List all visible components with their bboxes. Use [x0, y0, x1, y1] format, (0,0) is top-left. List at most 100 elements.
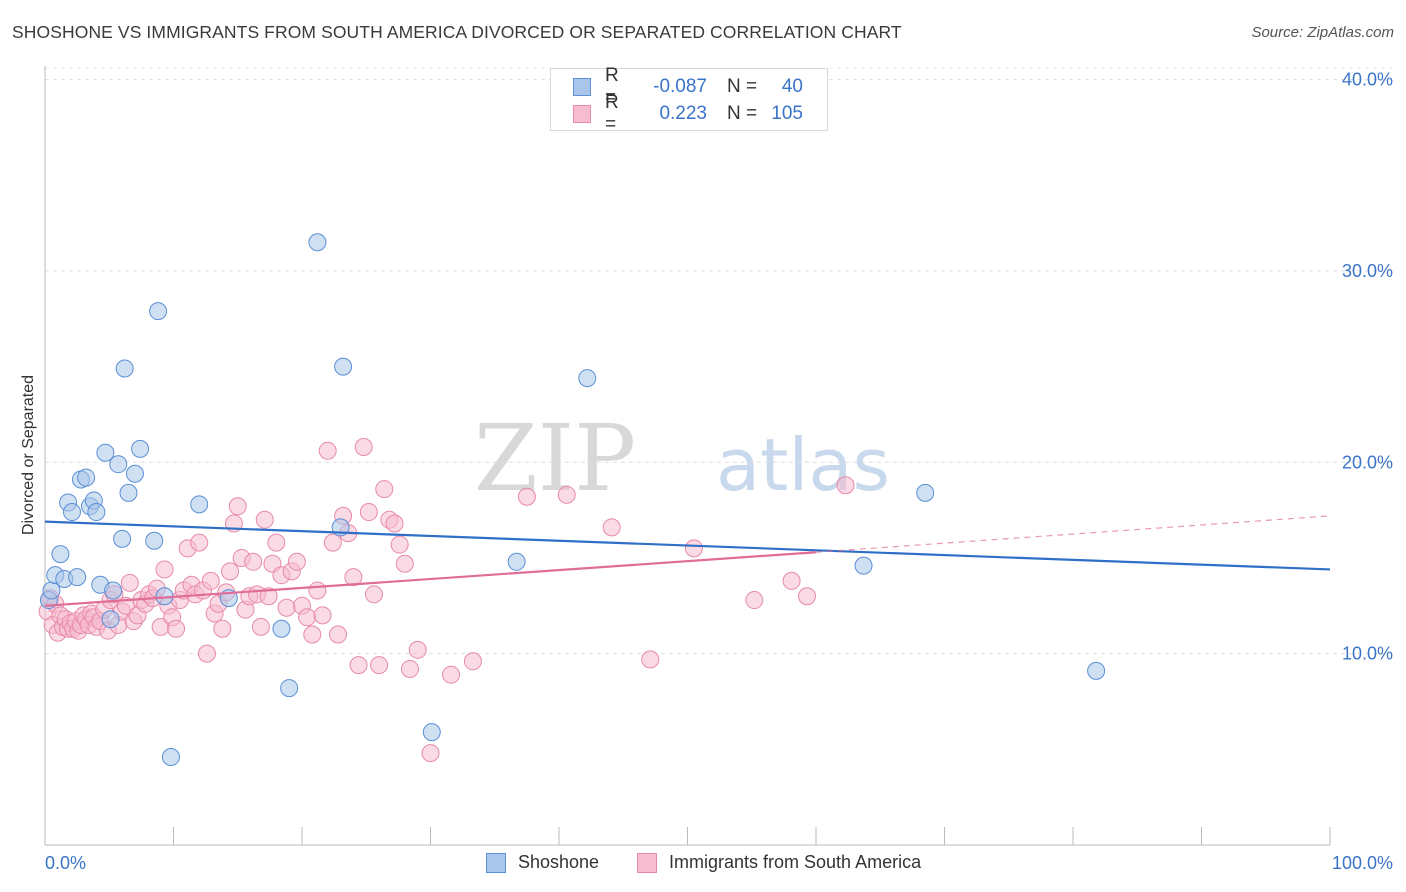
data-point [390, 535, 409, 554]
data-point [328, 625, 347, 644]
data-point [272, 619, 291, 638]
data-point [602, 518, 621, 537]
data-point [364, 585, 383, 604]
series-label-shoshone: Shoshone [518, 852, 600, 872]
data-point [385, 514, 404, 533]
data-point [517, 487, 536, 506]
data-point [201, 571, 220, 590]
data-point [323, 533, 342, 552]
legend-swatch-immigrants [573, 105, 591, 123]
data-point [277, 598, 296, 617]
watermark-zip: ZIP [474, 405, 636, 512]
series-swatch-immigrants [637, 852, 657, 873]
series-legend-immigrants: Immigrants from South America [637, 852, 921, 873]
data-point [395, 554, 414, 573]
series-shoshone [39, 233, 1106, 766]
data-point [318, 441, 337, 460]
data-point [313, 606, 332, 625]
data-point [400, 659, 419, 678]
legend-n-value: 105 [771, 103, 803, 124]
data-point [77, 468, 96, 487]
data-point [349, 656, 368, 675]
data-point [104, 581, 123, 600]
trend-line-immigrants [44, 551, 817, 607]
data-point [125, 464, 144, 483]
data-point [131, 439, 150, 458]
legend-r-value: -0.087 [653, 76, 707, 97]
data-point [101, 610, 120, 629]
data-point [408, 640, 427, 659]
data-point [161, 747, 180, 766]
legend-row-immigrants: R = 0.223 N = 105 [573, 92, 803, 135]
legend-r-label: R = [605, 92, 619, 135]
data-point [916, 483, 935, 502]
data-point [167, 619, 186, 638]
data-point [213, 619, 232, 638]
series-legend-shoshone: Shoshone [486, 852, 599, 873]
x-tick-label: 0.0% [45, 853, 86, 873]
data-point [557, 485, 576, 504]
data-point [442, 665, 461, 684]
data-point [149, 302, 168, 321]
data-point [308, 233, 327, 252]
series-legend: Shoshone Immigrants from South America [0, 852, 1406, 878]
data-point [684, 539, 703, 558]
legend-n-label: N = [727, 76, 758, 97]
legend-r-value: 0.223 [659, 103, 707, 124]
data-point [370, 656, 389, 675]
data-point [308, 581, 327, 600]
data-point [113, 529, 132, 548]
data-point [115, 359, 134, 378]
data-point [145, 531, 164, 550]
y-tick-label: 40.0% [1342, 70, 1393, 90]
data-point [280, 679, 299, 698]
data-point [854, 556, 873, 575]
data-point [221, 562, 240, 581]
data-point [197, 644, 216, 663]
axes [44, 66, 1331, 846]
data-point [298, 608, 317, 627]
data-point [109, 455, 128, 474]
data-point [745, 591, 764, 610]
data-point [578, 369, 597, 388]
data-point [334, 357, 353, 376]
data-point [255, 510, 274, 529]
data-point [119, 483, 138, 502]
data-point [190, 495, 209, 514]
data-point [798, 587, 817, 606]
data-point [421, 744, 440, 763]
data-points [38, 233, 1106, 766]
data-point [62, 503, 81, 522]
trend-line-shoshone [44, 520, 1331, 571]
data-point [190, 533, 209, 552]
legend-r-label: R = [605, 65, 619, 108]
watermark: ZIP atlas [474, 405, 890, 512]
data-point [68, 568, 87, 587]
data-point [96, 443, 115, 462]
trend-lines [44, 515, 1331, 607]
y-tick-label: 10.0% [1342, 644, 1393, 664]
data-point [354, 437, 373, 456]
data-point [251, 617, 270, 636]
x-tick-label: 100.0% [1332, 853, 1393, 873]
y-tick-label: 20.0% [1342, 452, 1393, 472]
data-point [267, 533, 286, 552]
series-swatch-shoshone [486, 852, 506, 873]
legend-n-value: 40 [781, 76, 803, 97]
data-point [303, 625, 322, 644]
chart-title: SHOSHONE VS IMMIGRANTS FROM SOUTH AMERIC… [12, 22, 902, 42]
data-point [244, 552, 263, 571]
data-point [463, 652, 482, 671]
data-point [1087, 661, 1106, 680]
data-point [359, 503, 378, 522]
source-label: Source: ZipAtlas.com [1251, 24, 1394, 41]
data-point [836, 476, 855, 495]
tick-labels: 10.0% 20.0% 30.0% 40.0% 0.0% 100.0% [45, 70, 1393, 873]
series-label-immigrants: Immigrants from South America [669, 852, 922, 872]
data-point [87, 503, 106, 522]
data-point [228, 497, 247, 516]
watermark-atlas: atlas [716, 423, 890, 507]
legend-swatch-shoshone [573, 78, 591, 96]
data-point [782, 571, 801, 590]
